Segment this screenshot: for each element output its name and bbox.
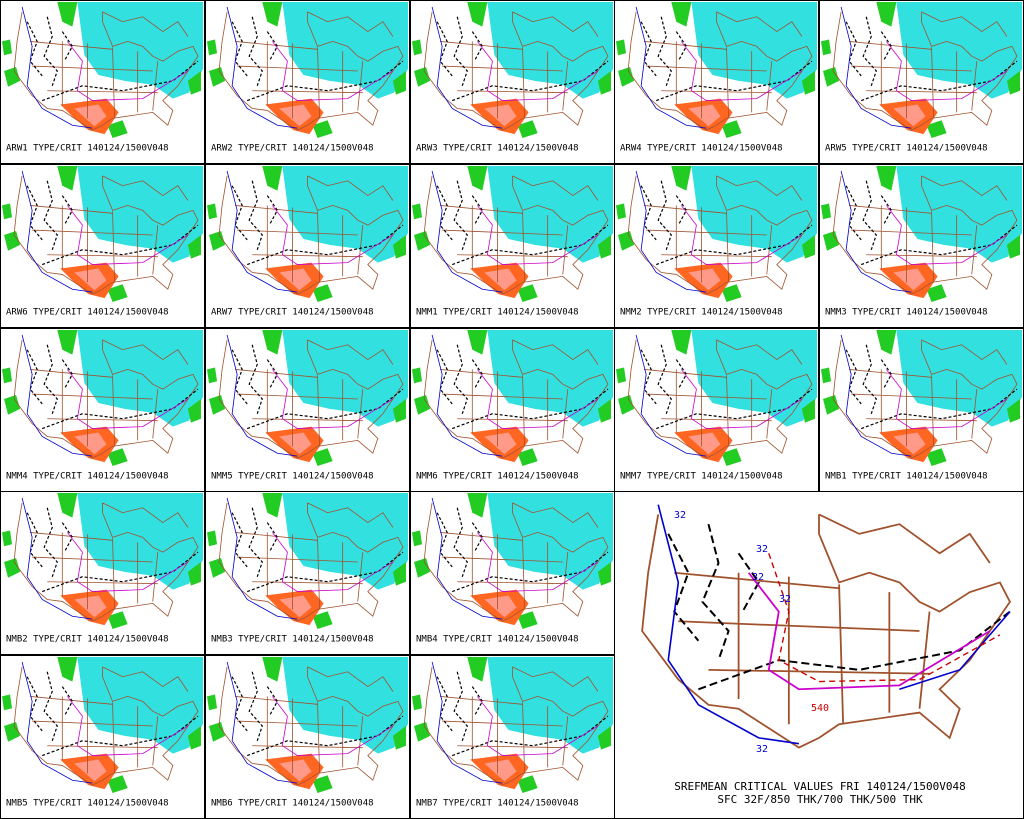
model-panel: NMB2 TYPE/CRIT 140124/1500V048	[0, 491, 205, 655]
model-panel: NMM5 TYPE/CRIT 140124/1500V048	[205, 328, 410, 492]
panel-label: NMM3 TYPE/CRIT 140124/1500V048	[825, 308, 988, 318]
panel-label: NMM4 TYPE/CRIT 140124/1500V048	[6, 472, 169, 482]
panel-label: NMB5 TYPE/CRIT 140124/1500V048	[6, 799, 169, 809]
panel-label: NMB6 TYPE/CRIT 140124/1500V048	[211, 799, 374, 809]
panel-label: ARW1 TYPE/CRIT 140124/1500V048	[6, 144, 169, 154]
panel-label: NMM5 TYPE/CRIT 140124/1500V048	[211, 472, 374, 482]
panel-label: NMB7 TYPE/CRIT 140124/1500V048	[416, 799, 579, 809]
panel-label: NMM6 TYPE/CRIT 140124/1500V048	[416, 472, 579, 482]
panel-label: NMB1 TYPE/CRIT 140124/1500V048	[825, 472, 988, 482]
model-panel: ARW1 TYPE/CRIT 140124/1500V048	[0, 0, 205, 164]
panel-label: ARW7 TYPE/CRIT 140124/1500V048	[211, 308, 374, 318]
panel-label: ARW5 TYPE/CRIT 140124/1500V048	[825, 144, 988, 154]
model-panel: NMB4 TYPE/CRIT 140124/1500V048	[410, 491, 615, 655]
summary-subtitle: SFC 32F/850 THK/700 THK/500 THK	[717, 793, 923, 806]
model-panel: ARW5 TYPE/CRIT 140124/1500V048	[819, 0, 1024, 164]
panel-label: NMB3 TYPE/CRIT 140124/1500V048	[211, 635, 374, 645]
panel-border	[614, 491, 1024, 819]
panel-label: NMM7 TYPE/CRIT 140124/1500V048	[620, 472, 783, 482]
model-panel: NMM6 TYPE/CRIT 140124/1500V048	[410, 328, 615, 492]
model-panel: ARW2 TYPE/CRIT 140124/1500V048	[205, 0, 410, 164]
summary-panel: SREFMEAN CRITICAL VALUES FRI 140124/1500…	[614, 491, 1024, 819]
contour-label: 32	[756, 544, 768, 555]
contour-label: 540	[811, 703, 829, 714]
contour-label: 32	[779, 594, 791, 605]
panel-label: NMM2 TYPE/CRIT 140124/1500V048	[620, 308, 783, 318]
model-panel: NMM1 TYPE/CRIT 140124/1500V048	[410, 164, 615, 328]
model-panel: NMM3 TYPE/CRIT 140124/1500V048	[819, 164, 1024, 328]
contour-label: 32	[756, 744, 768, 755]
panel-label: NMB4 TYPE/CRIT 140124/1500V048	[416, 635, 579, 645]
model-panel: ARW6 TYPE/CRIT 140124/1500V048	[0, 164, 205, 328]
model-panel: NMB6 TYPE/CRIT 140124/1500V048	[205, 655, 410, 819]
model-panel: ARW4 TYPE/CRIT 140124/1500V048	[614, 0, 819, 164]
panel-label: ARW6 TYPE/CRIT 140124/1500V048	[6, 308, 169, 318]
model-panel: NMB7 TYPE/CRIT 140124/1500V048	[410, 655, 615, 819]
summary-title: SREFMEAN CRITICAL VALUES FRI 140124/1500…	[674, 780, 965, 793]
panel-label: ARW3 TYPE/CRIT 140124/1500V048	[416, 144, 579, 154]
model-panel: NMB3 TYPE/CRIT 140124/1500V048	[205, 491, 410, 655]
panel-label: ARW4 TYPE/CRIT 140124/1500V048	[620, 144, 783, 154]
model-panel: NMB1 TYPE/CRIT 140124/1500V048	[819, 328, 1024, 492]
panel-label: NMM1 TYPE/CRIT 140124/1500V048	[416, 308, 579, 318]
model-panel: NMM7 TYPE/CRIT 140124/1500V048	[614, 328, 819, 492]
model-panel: ARW7 TYPE/CRIT 140124/1500V048	[205, 164, 410, 328]
panel-label: NMB2 TYPE/CRIT 140124/1500V048	[6, 635, 169, 645]
contour-label: 32	[674, 510, 686, 521]
model-panel: NMB5 TYPE/CRIT 140124/1500V048	[0, 655, 205, 819]
panel-label: ARW2 TYPE/CRIT 140124/1500V048	[211, 144, 374, 154]
model-panel: NMM2 TYPE/CRIT 140124/1500V048	[614, 164, 819, 328]
model-panel: NMM4 TYPE/CRIT 140124/1500V048	[0, 328, 205, 492]
contour-label: 32	[752, 572, 764, 583]
model-panel: ARW3 TYPE/CRIT 140124/1500V048	[410, 0, 615, 164]
